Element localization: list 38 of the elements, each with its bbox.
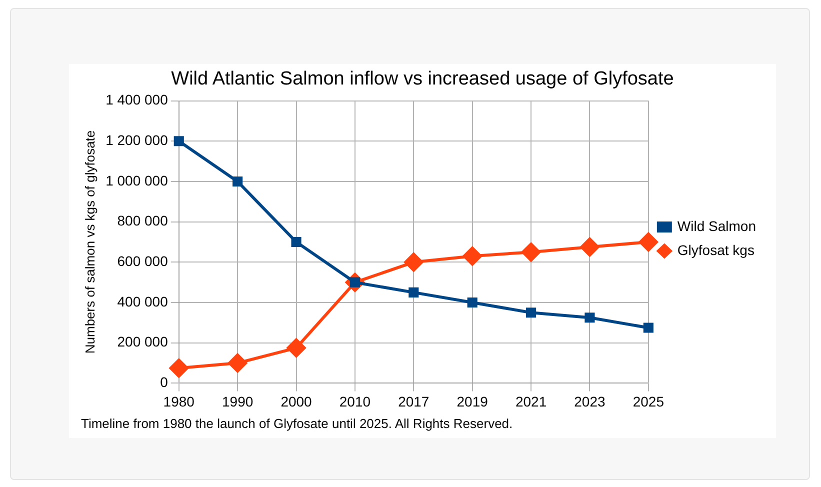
x-tick-label: 2010 [339, 393, 371, 410]
y-tick-label: 600 000 [117, 253, 168, 270]
x-tick-label: 2025 [632, 393, 664, 410]
y-tick-label: 1 400 000 [106, 92, 168, 108]
x-tick-label: 1980 [163, 393, 195, 410]
x-tick-label: 2000 [280, 393, 312, 410]
point [286, 338, 306, 358]
y-tick-label: 0 [160, 374, 168, 390]
point [522, 242, 541, 262]
point [408, 287, 419, 298]
point [232, 176, 243, 187]
y-tick-label: 400 000 [117, 293, 168, 310]
point [462, 246, 482, 266]
y-tick-label: 200 000 [117, 334, 168, 350]
y-tick-label: 1 000 000 [106, 172, 168, 188]
point [169, 358, 188, 378]
x-tick-label: 1990 [222, 393, 254, 410]
point [404, 252, 424, 272]
point [643, 322, 654, 333]
point [291, 236, 302, 248]
point [638, 232, 658, 252]
y-tick-label: 800 000 [117, 212, 168, 229]
legend-label: Glyfosat kgs [677, 242, 754, 258]
x-tick-label: 2023 [574, 393, 606, 410]
point [467, 297, 478, 308]
legend-label: Wild Salmon [677, 218, 756, 234]
point [228, 354, 248, 373]
x-tick-label: 2017 [398, 393, 430, 410]
y-tick-label: 1 200 000 [106, 132, 168, 148]
chart-title: Wild Atlantic Salmon inflow vs increased usage of Glyfosate [171, 68, 674, 90]
y-axis-title: Numbers of salmon vs kgs of glyfosate [82, 130, 98, 354]
text: Timeline from 1980 the launch of Glyfosate until 2025. All Rights Reserved. [81, 416, 513, 431]
x-tick-label: 2019 [456, 393, 488, 410]
point [174, 136, 184, 146]
point [584, 312, 595, 323]
x-tick-label: 2021 [515, 393, 547, 410]
point [580, 238, 600, 257]
point [526, 308, 536, 318]
